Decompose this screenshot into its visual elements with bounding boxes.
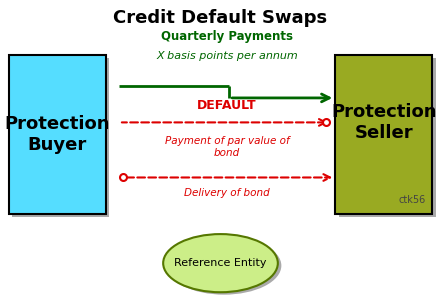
Text: Protection
Buyer: Protection Buyer xyxy=(4,115,110,154)
Ellipse shape xyxy=(167,237,281,295)
FancyBboxPatch shape xyxy=(12,58,109,217)
FancyBboxPatch shape xyxy=(335,55,432,214)
Text: Reference Entity: Reference Entity xyxy=(174,258,267,268)
Text: Protection
Seller: Protection Seller xyxy=(331,103,437,142)
Text: Payment of par value of
bond: Payment of par value of bond xyxy=(165,136,289,158)
Text: Credit Default Swaps: Credit Default Swaps xyxy=(113,9,328,27)
FancyBboxPatch shape xyxy=(9,55,106,214)
FancyBboxPatch shape xyxy=(339,58,436,217)
Text: Quarterly Payments: Quarterly Payments xyxy=(161,30,293,43)
Text: DEFAULT: DEFAULT xyxy=(197,99,257,112)
Text: ctk56: ctk56 xyxy=(398,195,426,205)
Ellipse shape xyxy=(163,234,278,292)
Text: X basis points per annum: X basis points per annum xyxy=(156,51,298,61)
Text: Delivery of bond: Delivery of bond xyxy=(184,188,270,198)
